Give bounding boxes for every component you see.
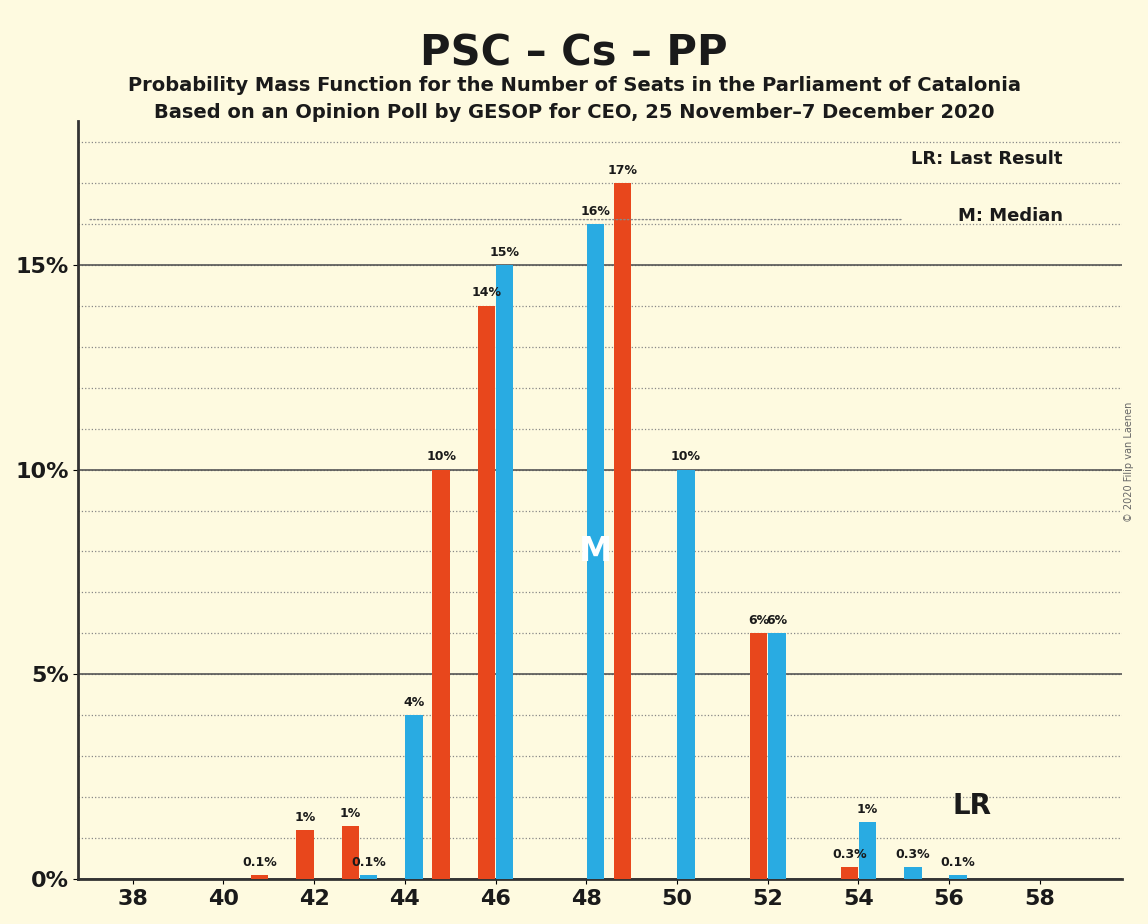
- Text: M: Median: M: Median: [957, 207, 1063, 225]
- Text: LR: Last Result: LR: Last Result: [912, 150, 1063, 168]
- Bar: [677, 469, 695, 880]
- Bar: [342, 826, 359, 880]
- Text: M: M: [579, 535, 612, 568]
- Text: 0.1%: 0.1%: [941, 856, 976, 869]
- Text: 0.3%: 0.3%: [832, 848, 867, 861]
- Text: Based on an Opinion Poll by GESOP for CEO, 25 November–7 December 2020: Based on an Opinion Poll by GESOP for CE…: [154, 103, 994, 123]
- Text: LR: LR: [953, 792, 992, 820]
- Bar: [587, 224, 604, 880]
- Bar: [859, 822, 876, 880]
- Bar: [496, 264, 513, 880]
- Bar: [840, 867, 858, 880]
- Bar: [614, 183, 631, 880]
- Bar: [359, 875, 378, 880]
- Bar: [405, 715, 422, 880]
- Text: © 2020 Filip van Laenen: © 2020 Filip van Laenen: [1124, 402, 1134, 522]
- Text: 0.1%: 0.1%: [351, 856, 386, 869]
- Bar: [478, 306, 495, 880]
- Text: Probability Mass Function for the Number of Seats in the Parliament of Catalonia: Probability Mass Function for the Number…: [127, 76, 1021, 95]
- Bar: [296, 830, 313, 880]
- Bar: [768, 634, 785, 880]
- Bar: [949, 875, 967, 880]
- Text: 6%: 6%: [766, 614, 788, 627]
- Text: 1%: 1%: [856, 803, 878, 816]
- Text: 14%: 14%: [472, 286, 502, 299]
- Text: 10%: 10%: [426, 450, 456, 464]
- Text: 0.3%: 0.3%: [895, 848, 930, 861]
- Text: 0.1%: 0.1%: [242, 856, 277, 869]
- Text: 4%: 4%: [403, 697, 425, 710]
- Text: 17%: 17%: [607, 164, 637, 176]
- Bar: [750, 634, 767, 880]
- Text: 15%: 15%: [489, 246, 520, 259]
- Bar: [433, 469, 450, 880]
- Text: PSC – Cs – PP: PSC – Cs – PP: [420, 32, 728, 74]
- Text: 1%: 1%: [340, 807, 360, 820]
- Text: 6%: 6%: [748, 614, 769, 627]
- Bar: [251, 875, 269, 880]
- Text: 10%: 10%: [672, 450, 701, 464]
- Bar: [905, 867, 922, 880]
- Text: 1%: 1%: [294, 811, 316, 824]
- Text: 16%: 16%: [581, 204, 611, 217]
